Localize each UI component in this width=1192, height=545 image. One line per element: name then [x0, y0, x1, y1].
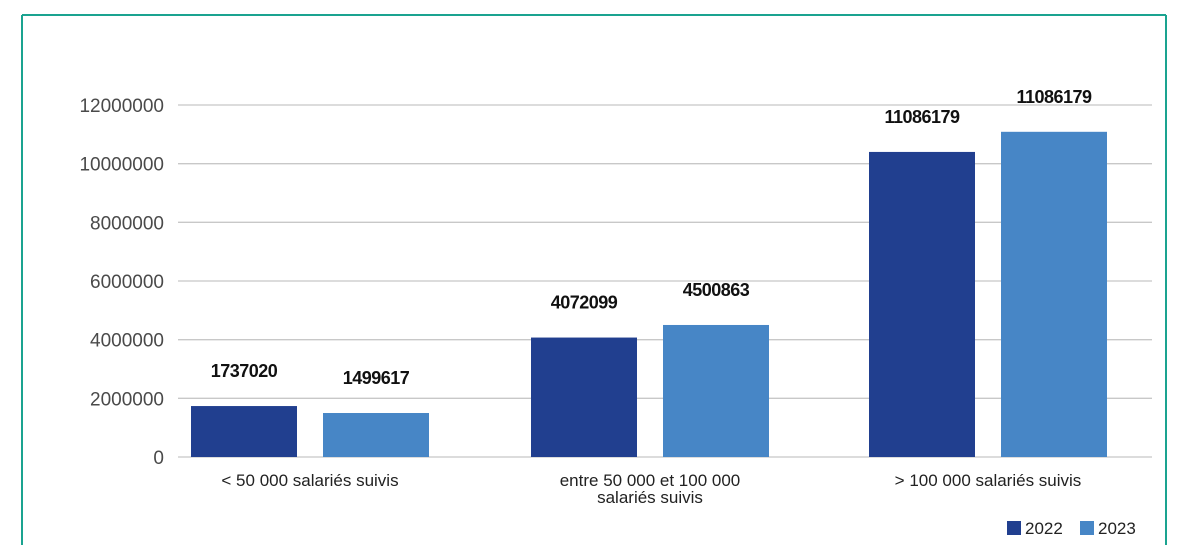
- data-labels: 1737020 4072099 11086179 1499617 4500863 1108…: [211, 87, 1093, 388]
- legend-label-2023: 2023: [1098, 519, 1136, 538]
- bar-2023-3: [1001, 131, 1107, 457]
- bar-2022-2: [531, 337, 637, 457]
- x-category-label: > 100 000 salariés suivis: [895, 471, 1082, 490]
- bars: [191, 131, 1107, 457]
- data-label-2022-2: 4072099: [551, 293, 618, 313]
- data-label-2023-3: 11086179: [1016, 87, 1092, 107]
- chart-frame: [21, 14, 1167, 545]
- data-label-2022-3: 11086179: [884, 107, 960, 127]
- data-label-2023-2: 4500863: [683, 280, 750, 300]
- legend: 2022 2023: [1007, 519, 1136, 538]
- y-tick-label: 10000000: [79, 155, 164, 176]
- x-category-label: entre 50 000 et 100 000: [560, 471, 741, 490]
- y-tick-label: 8000000: [90, 213, 164, 234]
- bar-2022-3: [869, 151, 975, 457]
- bar-2023-1: [323, 413, 429, 457]
- y-tick-label: 2000000: [90, 389, 164, 410]
- legend-swatch-2022: [1007, 521, 1021, 535]
- data-label-2023-1: 1499617: [343, 368, 410, 388]
- y-tick-label: 4000000: [90, 331, 164, 352]
- x-category-label: < 50 000 salariés suivis: [221, 471, 398, 490]
- y-tick-label: 0: [153, 448, 164, 469]
- y-tick-label: 6000000: [90, 272, 164, 293]
- x-category-label: salariés suivis: [597, 488, 703, 507]
- y-axis: 0 2000000 4000000 6000000 8000000 10000000 120…: [79, 96, 164, 469]
- data-label-2022-1: 1737020: [211, 361, 278, 381]
- x-axis: < 50 000 salariés suivis entre 50 000 et …: [221, 471, 1081, 507]
- bar-2022-1: [191, 406, 297, 457]
- legend-label-2022: 2022: [1025, 519, 1063, 538]
- legend-swatch-2023: [1080, 521, 1094, 535]
- y-tick-label: 12000000: [79, 96, 164, 117]
- bar-2023-2: [663, 324, 769, 457]
